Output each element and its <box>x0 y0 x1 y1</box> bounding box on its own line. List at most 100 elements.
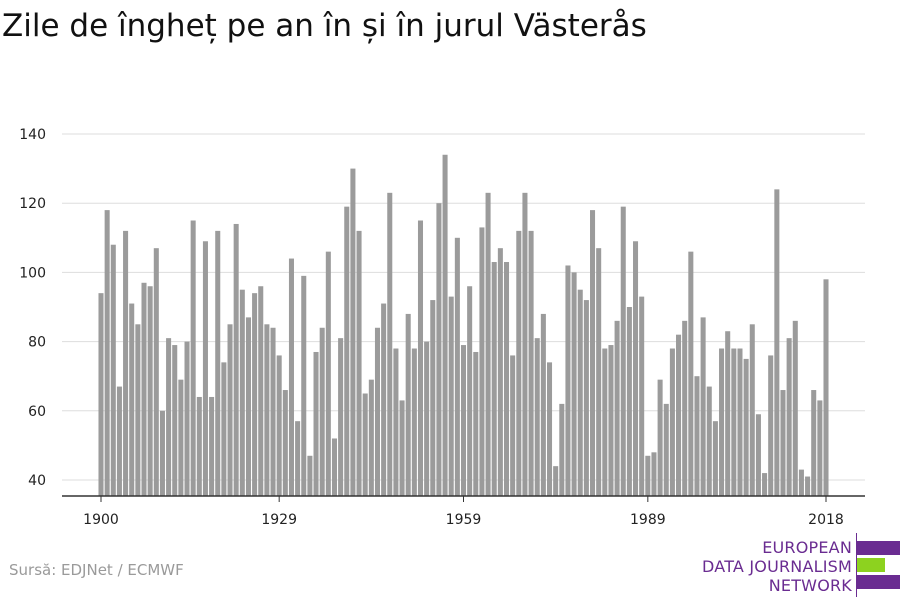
bar-1939 <box>338 338 344 496</box>
bar-1952 <box>417 220 424 496</box>
bar-1948 <box>393 348 399 496</box>
bar-1979 <box>583 300 589 496</box>
bar-1966 <box>503 262 510 496</box>
bar-1971 <box>534 338 540 496</box>
bar-1978 <box>577 289 583 496</box>
bar-1992 <box>663 403 669 496</box>
logo-line-3: NETWORK <box>768 576 852 595</box>
bar-1970 <box>528 230 534 496</box>
bar-1958 <box>454 237 460 497</box>
x-tick-label-1959: 1959 <box>446 512 482 528</box>
bar-1933 <box>301 275 307 496</box>
bar-1938 <box>331 438 337 496</box>
bar-1946 <box>381 303 387 496</box>
bar-1902 <box>110 244 116 496</box>
bar-2016 <box>811 390 817 496</box>
bar-1989 <box>645 455 651 496</box>
y-tick-label-60: 60 <box>28 404 46 420</box>
bar-1926 <box>258 286 264 496</box>
bar-1951 <box>411 348 417 496</box>
bar-1920 <box>221 362 227 496</box>
bar-1916 <box>196 396 202 496</box>
bar-2001 <box>719 348 725 496</box>
logo-bar-middle <box>857 558 885 572</box>
bar-1985 <box>620 206 626 496</box>
bar-1974 <box>553 466 559 496</box>
bar-series <box>98 154 829 497</box>
bar-1944 <box>368 379 374 496</box>
x-tick-label-2018: 2018 <box>808 512 844 528</box>
bar-2011 <box>780 390 786 496</box>
bar-1924 <box>245 317 251 496</box>
bar-1937 <box>325 251 331 496</box>
bar-2003 <box>731 348 737 496</box>
bar-2010 <box>774 189 780 497</box>
bar-1963 <box>485 192 491 496</box>
bar-1953 <box>424 341 430 496</box>
bar-1990 <box>651 452 657 496</box>
bar-1957 <box>448 296 454 496</box>
bar-1969 <box>522 192 528 496</box>
x-tick-label-1900: 1900 <box>83 512 119 528</box>
y-tick-label-100: 100 <box>19 265 46 281</box>
y-tick-label-80: 80 <box>28 335 46 351</box>
bar-1994 <box>676 334 682 496</box>
bar-1906 <box>135 324 141 496</box>
bar-2004 <box>737 348 743 496</box>
bar-1972 <box>540 313 546 496</box>
bar-1961 <box>473 351 479 496</box>
bar-1919 <box>215 230 221 496</box>
bar-1986 <box>626 307 632 496</box>
bar-2005 <box>743 358 749 496</box>
bar-1955 <box>436 203 442 496</box>
bar-1981 <box>596 248 602 496</box>
bar-2007 <box>755 414 761 496</box>
bar-1925 <box>252 293 258 496</box>
bar-2018 <box>823 279 829 496</box>
bar-1900 <box>98 293 104 496</box>
bar-1983 <box>608 345 614 496</box>
bar-1936 <box>319 327 325 496</box>
bar-1905 <box>129 303 135 496</box>
logo-bar-top <box>857 541 900 555</box>
bar-1931 <box>288 258 294 496</box>
logo-line-1: EUROPEAN <box>762 538 852 557</box>
bar-1987 <box>633 241 639 496</box>
bar-1912 <box>172 345 178 496</box>
bar-2017 <box>817 400 823 496</box>
bar-1921 <box>227 324 233 496</box>
bar-1915 <box>190 220 196 496</box>
bar-1929 <box>276 355 282 496</box>
bar-1913 <box>178 379 184 496</box>
bar-1977 <box>571 272 577 496</box>
bar-1997 <box>694 376 700 496</box>
bar-2009 <box>768 355 774 496</box>
bar-1975 <box>559 403 565 496</box>
bar-1995 <box>682 320 688 496</box>
bar-1940 <box>344 206 350 496</box>
bar-1918 <box>209 396 215 496</box>
bar-1999 <box>706 386 712 496</box>
x-tick-label-1989: 1989 <box>630 512 666 528</box>
bar-1908 <box>147 286 153 496</box>
bar-1984 <box>614 320 620 496</box>
bar-1914 <box>184 341 190 496</box>
logo-divider <box>856 533 857 597</box>
bar-1956 <box>442 154 448 496</box>
bar-1954 <box>430 300 436 496</box>
bar-2006 <box>749 324 755 496</box>
bar-1968 <box>516 230 522 496</box>
logo-line-2: DATA JOURNALISM <box>702 557 852 576</box>
y-tick-label-140: 140 <box>19 127 46 143</box>
y-tick-label-40: 40 <box>28 473 46 489</box>
bar-1901 <box>104 210 110 496</box>
bar-1911 <box>166 338 172 496</box>
bar-1917 <box>202 241 208 496</box>
bar-1934 <box>307 455 313 496</box>
x-tick-label-1929: 1929 <box>261 512 297 528</box>
bar-1949 <box>399 400 405 496</box>
bar-1943 <box>362 393 368 496</box>
bar-1959 <box>460 345 467 496</box>
bar-1935 <box>313 351 319 496</box>
bar-1922 <box>233 223 239 496</box>
